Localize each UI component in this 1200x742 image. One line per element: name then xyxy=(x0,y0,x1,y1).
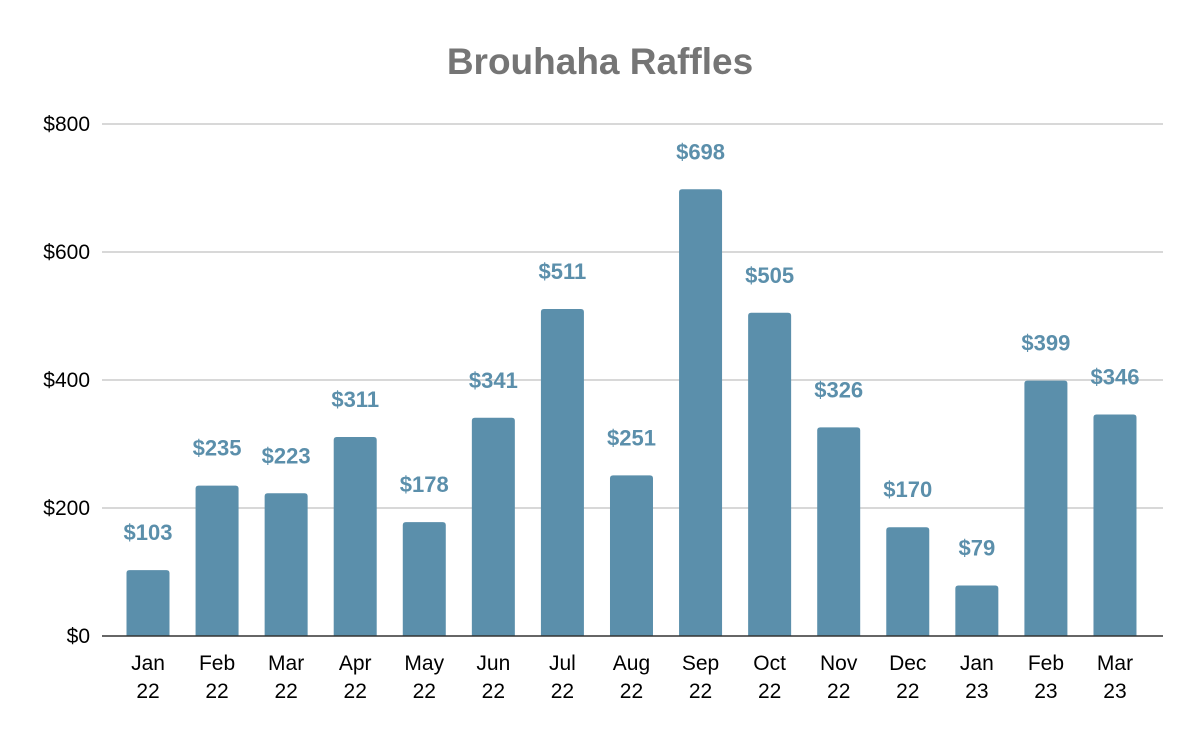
bar xyxy=(679,189,723,636)
y-tick-label: $0 xyxy=(67,625,90,648)
x-tick-label: Oct 22 xyxy=(753,652,786,703)
x-tick-month: Apr xyxy=(339,652,372,675)
x-tick-label: Jun 22 xyxy=(476,652,510,703)
bar xyxy=(126,570,170,636)
x-tick-year: 22 xyxy=(620,680,643,703)
x-tick-month: Jun xyxy=(476,652,510,675)
bar-data-label: $251 xyxy=(607,425,656,450)
bars xyxy=(126,189,1137,636)
x-tick-label: Jan 22 xyxy=(131,652,165,703)
x-tick-year: 22 xyxy=(482,680,505,703)
x-tick-label: Dec 22 xyxy=(889,652,926,703)
x-tick-month: Feb xyxy=(1028,652,1064,675)
x-tick-label: Apr 22 xyxy=(339,652,372,703)
x-tick-year: 22 xyxy=(896,680,919,703)
y-tick-label: $600 xyxy=(43,241,90,264)
bar-data-label: $223 xyxy=(262,443,311,468)
x-tick-year: 22 xyxy=(205,680,228,703)
y-axis-ticks: $0 $200 $400 $600 $800 xyxy=(43,113,90,648)
bar xyxy=(1024,380,1068,636)
x-tick-year: 22 xyxy=(413,680,436,703)
x-tick-year: 23 xyxy=(1103,680,1126,703)
x-tick-year: 22 xyxy=(827,680,850,703)
x-tick-year: 23 xyxy=(1034,680,1057,703)
bar xyxy=(886,527,930,636)
bar-data-label: $505 xyxy=(745,263,794,288)
x-tick-label: Jul 22 xyxy=(549,652,576,703)
x-tick-label: Jan 23 xyxy=(960,652,994,703)
x-tick-label: Feb 22 xyxy=(199,652,235,703)
bar-data-label: $178 xyxy=(400,472,449,497)
y-tick-label: $800 xyxy=(43,113,90,136)
y-tick-label: $200 xyxy=(43,497,90,520)
bar-data-label: $79 xyxy=(958,535,995,560)
x-tick-month: Aug xyxy=(613,652,650,675)
bar xyxy=(609,475,653,636)
x-tick-month: Feb xyxy=(199,652,235,675)
bar xyxy=(333,436,377,636)
bar-data-label: $511 xyxy=(539,259,587,284)
x-tick-year: 22 xyxy=(274,680,297,703)
x-tick-label: May 22 xyxy=(404,652,444,703)
x-tick-year: 22 xyxy=(344,680,367,703)
bar-data-label: $326 xyxy=(814,377,863,402)
bar xyxy=(540,308,584,636)
x-tick-label: Nov 22 xyxy=(820,652,858,703)
y-tick-label: $400 xyxy=(43,369,90,392)
x-tick-month: Sep xyxy=(682,652,719,675)
bar-data-label: $103 xyxy=(124,520,173,545)
x-tick-month: Dec xyxy=(889,652,926,675)
x-tick-label: Aug 22 xyxy=(613,652,650,703)
x-tick-month: Nov xyxy=(820,652,858,675)
bar xyxy=(195,485,239,636)
bar xyxy=(402,522,446,636)
x-tick-month: May xyxy=(404,652,444,675)
x-tick-year: 22 xyxy=(689,680,712,703)
x-tick-year: 23 xyxy=(965,680,988,703)
x-tick-label: Mar 23 xyxy=(1097,652,1133,703)
bar-data-label: $346 xyxy=(1091,365,1140,390)
x-tick-label: Sep 22 xyxy=(682,652,719,703)
bar xyxy=(471,417,515,636)
x-tick-label: Mar 22 xyxy=(268,652,304,703)
x-tick-month: Jul xyxy=(549,652,576,675)
x-tick-month: Jan xyxy=(960,652,994,675)
bar-data-label: $698 xyxy=(676,139,725,164)
x-tick-month: Mar xyxy=(268,652,304,675)
data-labels: $103 $235 $223 $311 $178 $341 $511 $251 $698 $505… xyxy=(124,139,1140,560)
bar xyxy=(955,585,999,636)
x-tick-label: Feb 23 xyxy=(1028,652,1064,703)
bar-data-label: $311 xyxy=(331,387,379,412)
x-tick-year: 22 xyxy=(758,680,781,703)
bar-data-label: $235 xyxy=(193,436,242,461)
bar xyxy=(264,493,308,636)
x-tick-year: 22 xyxy=(551,680,574,703)
bar-data-label: $341 xyxy=(469,368,518,393)
x-axis-ticks: Jan 22 Feb 22 Mar 22 Apr 22 May 22 Jun 22 Jul 22 Aug 22… xyxy=(131,652,1133,703)
x-tick-month: Mar xyxy=(1097,652,1133,675)
bar-data-label: $170 xyxy=(883,477,932,502)
x-tick-month: Jan xyxy=(131,652,165,675)
bar xyxy=(748,312,792,636)
x-tick-month: Oct xyxy=(753,652,786,675)
bar-data-label: $399 xyxy=(1021,331,1070,356)
bar xyxy=(817,427,861,636)
x-tick-year: 22 xyxy=(136,680,159,703)
chart-title: Brouhaha Raffles xyxy=(447,41,753,82)
bar xyxy=(1093,414,1137,636)
